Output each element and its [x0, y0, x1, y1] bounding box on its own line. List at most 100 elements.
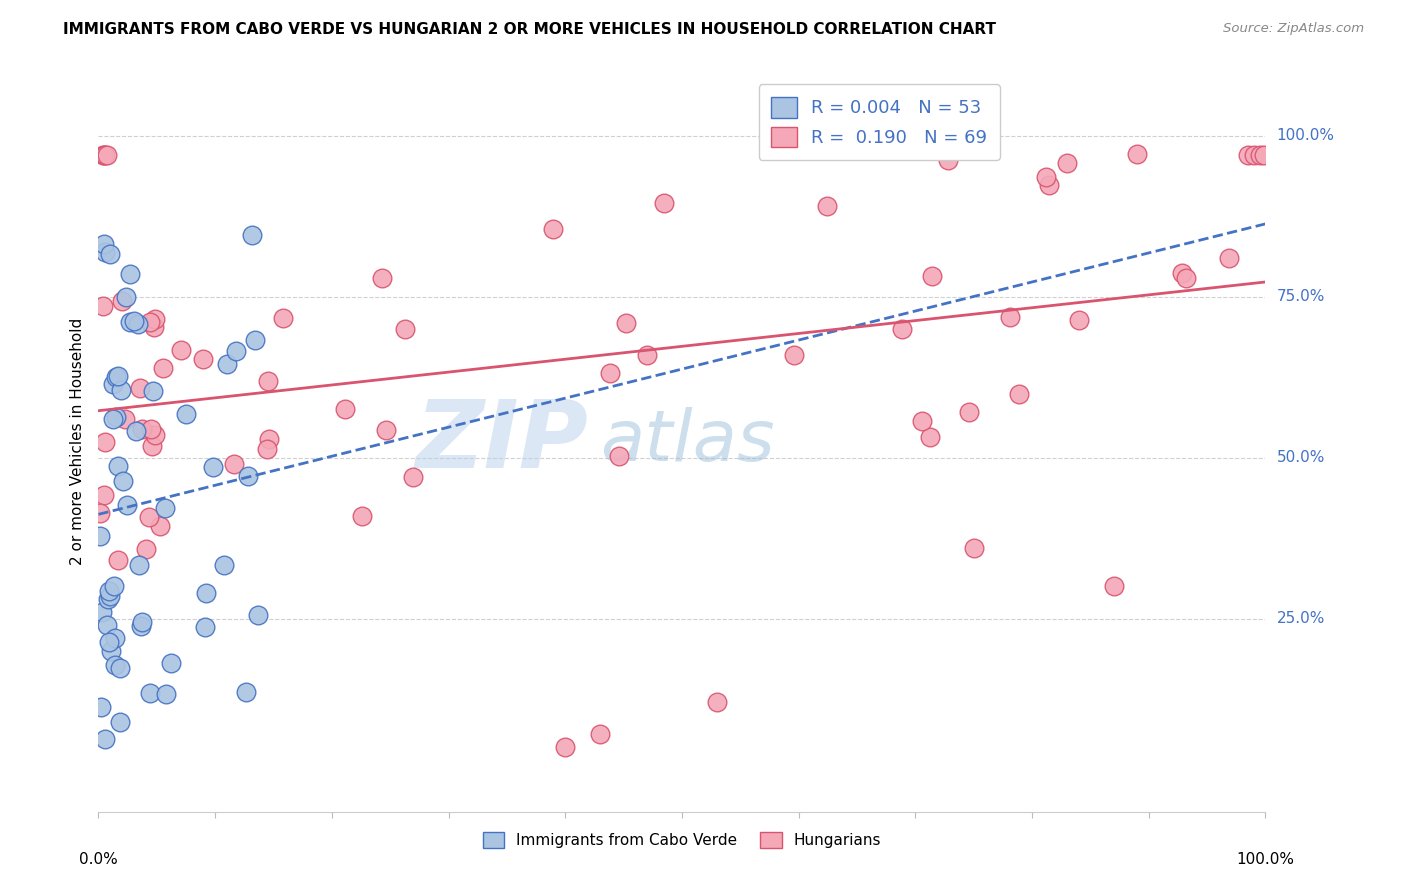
Point	[1038, 178, 1060, 192]
Text: 75.0%: 75.0%	[1277, 289, 1324, 304]
Point	[236, 469, 259, 483]
Point	[240, 227, 263, 242]
Text: Source: ZipAtlas.com: Source: ZipAtlas.com	[1223, 22, 1364, 36]
Point	[222, 457, 245, 471]
Point	[782, 348, 804, 362]
Y-axis label: 2 or more Vehicles in Household: 2 or more Vehicles in Household	[70, 318, 86, 566]
Text: IMMIGRANTS FROM CABO VERDE VS HUNGARIAN 2 OR MORE VEHICLES IN HOUSEHOLD CORRELAT: IMMIGRANTS FROM CABO VERDE VS HUNGARIAN …	[63, 22, 997, 37]
Point	[122, 314, 145, 328]
Point	[108, 715, 131, 730]
Point	[115, 498, 138, 512]
Point	[100, 644, 122, 658]
Point	[94, 148, 117, 162]
Point	[112, 475, 135, 489]
Point	[145, 428, 167, 442]
Point	[107, 553, 129, 567]
Text: 25.0%: 25.0%	[1277, 611, 1324, 626]
Point	[129, 619, 152, 633]
Point	[139, 315, 162, 329]
Point	[129, 381, 152, 395]
Point	[815, 199, 838, 213]
Point	[160, 657, 183, 671]
Point	[599, 366, 621, 380]
Point	[138, 509, 160, 524]
Point	[1237, 148, 1260, 162]
Point	[636, 347, 658, 361]
Point	[97, 583, 120, 598]
Point	[1035, 170, 1057, 185]
Point	[104, 409, 127, 424]
Point	[110, 383, 132, 397]
Point	[104, 370, 127, 384]
Point	[94, 244, 117, 259]
Text: 100.0%: 100.0%	[1277, 128, 1334, 144]
Point	[1218, 252, 1240, 266]
Point	[215, 357, 238, 371]
Point	[90, 605, 112, 619]
Point	[256, 442, 278, 457]
Point	[957, 405, 980, 419]
Point	[1102, 579, 1125, 593]
Point	[101, 412, 124, 426]
Point	[141, 439, 163, 453]
Point	[142, 384, 165, 399]
Text: atlas: atlas	[600, 407, 775, 476]
Point	[143, 311, 166, 326]
Point	[131, 422, 153, 436]
Point	[142, 320, 165, 334]
Point	[614, 316, 637, 330]
Text: 50.0%: 50.0%	[1277, 450, 1324, 465]
Point	[1175, 271, 1198, 285]
Point	[402, 469, 425, 483]
Point	[257, 374, 280, 388]
Point	[97, 634, 120, 648]
Point	[352, 508, 374, 523]
Point	[153, 500, 176, 515]
Point	[104, 631, 127, 645]
Point	[96, 618, 118, 632]
Point	[1253, 148, 1275, 162]
Point	[371, 271, 394, 285]
Point	[1243, 148, 1265, 162]
Point	[135, 542, 157, 557]
Point	[706, 695, 728, 709]
Point	[962, 541, 984, 555]
Point	[998, 310, 1021, 325]
Point	[1056, 156, 1078, 170]
Point	[1008, 387, 1031, 401]
Point	[374, 423, 396, 437]
Point	[191, 352, 214, 367]
Point	[103, 377, 125, 392]
Point	[97, 592, 120, 607]
Point	[89, 506, 111, 520]
Point	[921, 268, 943, 283]
Point	[103, 579, 125, 593]
Point	[195, 586, 218, 600]
Text: 100.0%: 100.0%	[1236, 853, 1295, 867]
Point	[93, 237, 115, 252]
Point	[107, 369, 129, 384]
Point	[91, 148, 114, 162]
Point	[128, 558, 150, 572]
Point	[271, 311, 294, 326]
Point	[111, 293, 134, 308]
Point	[394, 322, 416, 336]
Point	[93, 434, 115, 449]
Point	[174, 407, 197, 421]
Point	[235, 685, 257, 699]
Point	[194, 620, 217, 634]
Point	[93, 148, 115, 162]
Point	[1067, 313, 1090, 327]
Point	[1126, 147, 1149, 161]
Point	[100, 247, 122, 261]
Point	[94, 732, 117, 747]
Point	[114, 290, 136, 304]
Point	[149, 518, 172, 533]
Point	[170, 343, 193, 358]
Point	[114, 412, 136, 426]
Point	[98, 590, 121, 604]
Point	[541, 222, 564, 236]
Point	[911, 414, 934, 428]
Point	[243, 333, 266, 347]
Point	[607, 449, 630, 463]
